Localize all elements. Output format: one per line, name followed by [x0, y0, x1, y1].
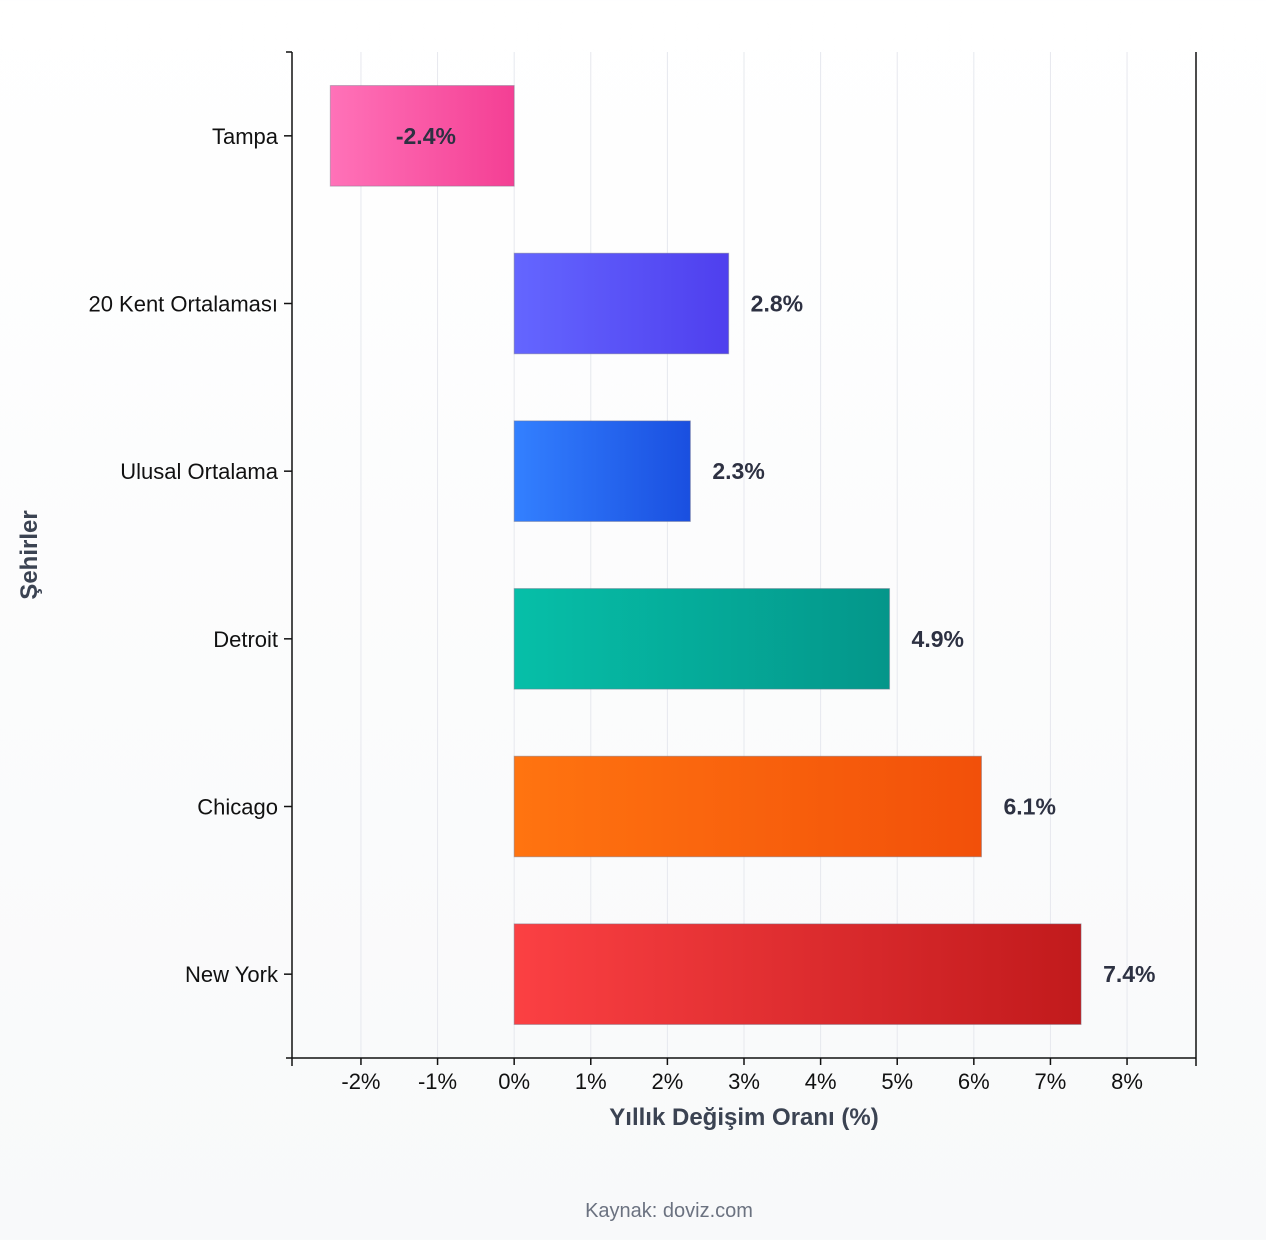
bar-value-label: 4.9%: [912, 626, 964, 652]
x-tick-label: 5%: [881, 1069, 913, 1094]
y-tick-label: Chicago: [197, 795, 278, 820]
x-axis-title: Yıllık Değişim Oranı (%): [609, 1104, 878, 1131]
bar: [513, 923, 1082, 1025]
y-ticks: Tampa 20 Kent Ortalaması Ulusal Ortalama De…: [88, 124, 292, 987]
y-tick-label: Tampa: [212, 124, 279, 149]
x-tick-label: 2%: [651, 1069, 683, 1094]
bar: [513, 252, 730, 355]
bar: [513, 588, 891, 690]
x-tick-label: 7%: [1035, 1069, 1067, 1094]
source-note: Kaynak: doviz.com: [585, 1200, 753, 1222]
x-tick-label: 6%: [958, 1069, 990, 1094]
bar: [329, 85, 515, 187]
x-tick-label: 4%: [805, 1069, 837, 1094]
x-tick-label: 1%: [575, 1069, 607, 1094]
x-tick-label: 3%: [728, 1069, 760, 1094]
x-tick-label: -2%: [341, 1069, 380, 1094]
y-tick-label: New York: [185, 962, 279, 987]
x-tick-label: 8%: [1111, 1069, 1143, 1094]
bar-value-label: 7.4%: [1103, 961, 1155, 987]
grid-lines: [360, 52, 1128, 1058]
y-tick-label: Ulusal Ortalama: [120, 459, 278, 484]
y-tick-label: 20 Kent Ortalaması: [88, 292, 278, 317]
bar-value-label: -2.4%: [396, 123, 456, 149]
bar-value-label: 6.1%: [1003, 794, 1055, 820]
y-axis-title: Şehirler: [16, 510, 43, 599]
bars: -2.4% 2.8% 2.3% 4.9% 6.1% 7.4%: [329, 85, 1156, 1025]
bar: [513, 755, 982, 858]
y-tick-label: Detroit: [213, 627, 278, 652]
bar-value-label: 2.3%: [712, 458, 764, 484]
x-tick-label: 0%: [498, 1069, 530, 1094]
x-tick-label: -1%: [418, 1069, 457, 1094]
bar: [513, 420, 691, 522]
bar-value-label: 2.8%: [751, 291, 803, 317]
axes: [286, 51, 1197, 1066]
x-ticks: -2% -1% 0% 1% 2% 3% 4% 5% 6% 7% 8%: [341, 1058, 1143, 1094]
